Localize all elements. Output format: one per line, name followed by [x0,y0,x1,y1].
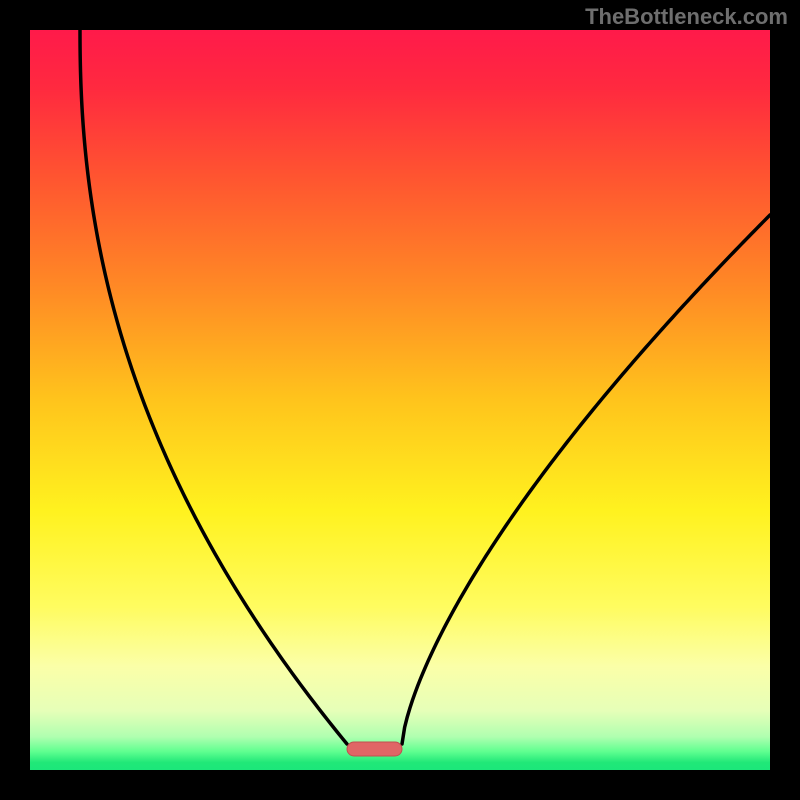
chart-container: TheBottleneck.com [0,0,800,800]
bottleneck-chart [0,0,800,800]
watermark-text: TheBottleneck.com [585,4,788,30]
